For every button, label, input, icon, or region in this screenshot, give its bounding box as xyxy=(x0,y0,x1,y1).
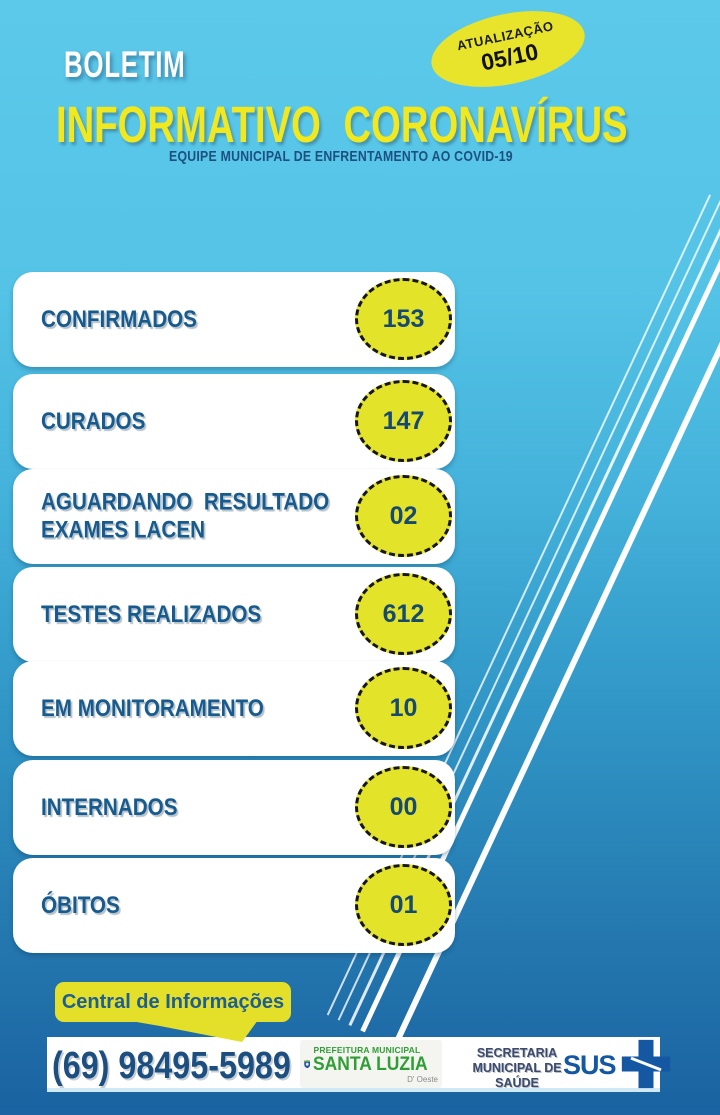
stat-label: TESTES REALIZADOS xyxy=(41,600,262,628)
coat-of-arms-icon xyxy=(304,1060,311,1069)
stat-label: ÓBITOS xyxy=(41,891,120,919)
info-center-bubble-tail xyxy=(125,1020,258,1042)
stat-label: EM MONITORAMENTO xyxy=(41,694,264,722)
stat-label: CONFIRMADOS xyxy=(41,305,197,333)
stat-card-internados: INTERNADOS 00 xyxy=(13,760,455,855)
page-subtitle: EQUIPE MUNICIPAL DE ENFRENTAMENTO AO COV… xyxy=(169,148,513,165)
stat-value-badge: 147 xyxy=(355,380,452,462)
sus-label: SUS xyxy=(563,1050,617,1080)
info-center-bubble: Central de Informações xyxy=(55,982,291,1022)
phone-number: (69) 98495-5989 xyxy=(52,1045,291,1087)
stat-value-badge: 10 xyxy=(355,667,452,749)
stat-label: CURADOS xyxy=(41,407,146,435)
footer-bar: (69) 98495-5989 PREFEITURA MUNICIPAL SAN… xyxy=(47,1037,671,1092)
prefeitura-logo: PREFEITURA MUNICIPAL SANTA LUZIA D' Oest… xyxy=(300,1040,442,1088)
stat-card-testes: TESTES REALIZADOS 612 xyxy=(13,567,455,662)
stat-value-badge: 153 xyxy=(355,278,452,360)
stat-label: INTERNADOS xyxy=(41,793,178,821)
stat-value-badge: 01 xyxy=(355,864,452,946)
page-title-line1: BOLETIM xyxy=(64,44,186,85)
stat-card-curados: CURADOS 147 xyxy=(13,374,455,469)
prefeitura-sub-label: D' Oeste xyxy=(407,1074,438,1084)
stat-value-badge: 612 xyxy=(355,573,452,655)
stat-card-aguardando-lacen: AGUARDANDO RESULTADO EXAMES LACEN 02 xyxy=(13,469,455,564)
stat-card-confirmados: CONFIRMADOS 153 xyxy=(13,272,455,367)
page-title-line2: INFORMATIVO CORONAVÍRUS xyxy=(56,96,628,153)
sus-logo: SUS xyxy=(563,1037,673,1092)
sus-cross-icon xyxy=(621,1039,671,1089)
prefeitura-top-label: PREFEITURA MUNICIPAL xyxy=(313,1044,421,1055)
secretaria-saude-label: SECRETARIA MUNICIPAL DE SAÚDE xyxy=(472,1046,562,1090)
update-date-badge: ATUALIZAÇÃO 05/10 xyxy=(424,0,592,100)
stat-label: AGUARDANDO RESULTADO EXAMES LACEN xyxy=(41,488,330,544)
stat-card-obitos: ÓBITOS 01 xyxy=(13,858,455,953)
stat-card-monitoramento: EM MONITORAMENTO 10 xyxy=(13,661,455,756)
prefeitura-name: SANTA LUZIA xyxy=(313,1053,429,1075)
stat-value-badge: 02 xyxy=(355,475,452,557)
stat-value-badge: 00 xyxy=(355,766,452,848)
info-center-label: Central de Informações xyxy=(61,990,285,1013)
